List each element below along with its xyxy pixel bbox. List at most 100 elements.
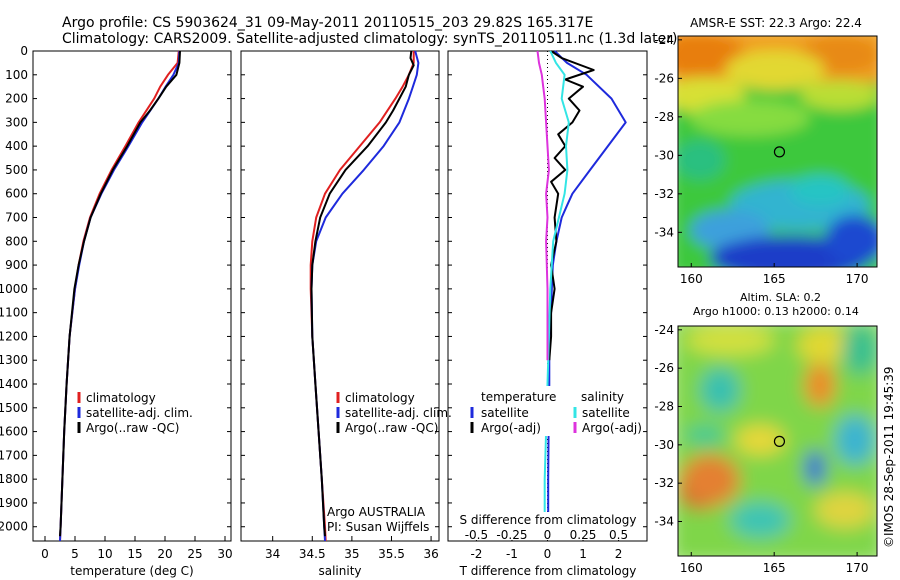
sst-map-tick-labels: 160 165 170 -24 -26 -28 -30 -32 -34 — [654, 33, 868, 286]
temperature-series — [59, 50, 181, 542]
x-tick-label: 34.5 — [299, 547, 326, 561]
x-tick-label: 20 — [157, 547, 172, 561]
series-line-argo-adj- — [548, 50, 595, 361]
y-tick-label: 1200 — [0, 329, 28, 343]
y-tick-label: 900 — [5, 258, 28, 272]
lat-tick-label: -30 — [654, 438, 674, 452]
s-tick-label: 0.25 — [570, 528, 597, 542]
argo-position-marker — [773, 435, 786, 447]
lat-tick-label: -34 — [654, 515, 674, 529]
sla-map-frame — [677, 325, 878, 557]
legend-label-climatology: climatology — [345, 391, 415, 405]
x-tick-label: -1 — [506, 547, 518, 561]
salinity-tick-labels: 34 34.5 35 35.5 36 — [265, 536, 439, 561]
lat-tick-label: -32 — [654, 187, 674, 201]
s-tick-label: -0.25 — [496, 528, 527, 542]
sla-map-tick-labels: 160 165 170 -24 -26 -28 -30 -32 -34 — [654, 323, 868, 575]
series-line-satellite-adj-clim- — [59, 50, 181, 542]
legend-title-salinity: salinity — [581, 390, 624, 404]
difference-legend: temperature satellite Argo(-adj) salinit… — [470, 386, 642, 436]
s-difference-tick-labels: -0.5 -0.25 0 0.25 0.5 — [465, 528, 628, 542]
s-tick-label: -0.5 — [465, 528, 488, 542]
header-line-1: Argo profile: CS 5903624_31 09-May-2011 … — [62, 15, 593, 31]
lat-tick-label: -26 — [654, 71, 674, 85]
y-tick-label: 700 — [5, 211, 28, 225]
y-tick-label: 1000 — [0, 282, 28, 296]
salinity-series — [309, 50, 420, 542]
s-difference-label-backdrop — [466, 512, 636, 540]
x-tick-label: 15 — [127, 547, 142, 561]
header-line-2: Climatology: CARS2009. Satellite-adjuste… — [62, 31, 677, 47]
y-tick-label: 1700 — [0, 448, 28, 462]
difference-series — [536, 50, 627, 537]
x-tick-label: 0 — [41, 547, 49, 561]
t-difference-axis-label: T difference from climatology — [459, 564, 637, 578]
sst-map-title: AMSR-E SST: 22.3 Argo: 22.4 — [690, 16, 862, 30]
y-tick-label: 1300 — [0, 353, 28, 367]
salinity-panel: 34 34.5 35 35.5 36 salinity climatology sate… — [240, 50, 452, 578]
argo-position-marker — [773, 146, 786, 158]
depth-tick-labels: 0 100 200 300 400 500 600 700 800 900 1000 1100 1200… — [0, 44, 647, 534]
series-line-satellite-adj-clim- — [310, 50, 420, 542]
y-tick-label: 1900 — [0, 496, 28, 510]
x-tick-label: 36 — [423, 547, 438, 561]
sla-map-subtitle: Argo h1000: 0.13 h2000: 0.14 — [693, 305, 859, 318]
sla-map-title: Altim. SLA: 0.2 — [740, 291, 821, 304]
lon-tick-label: 165 — [763, 561, 786, 575]
lon-tick-label: 170 — [846, 561, 869, 575]
salinity-axes-frame — [240, 50, 440, 542]
y-tick-label: 1600 — [0, 425, 28, 439]
lon-tick-label: 165 — [763, 272, 786, 286]
sla-heatmap — [678, 326, 877, 556]
lat-tick-label: -30 — [654, 148, 674, 162]
y-tick-label: 0 — [20, 44, 28, 58]
y-tick-label: 1400 — [0, 377, 28, 391]
lat-tick-label: -32 — [654, 476, 674, 490]
x-tick-label: 35.5 — [378, 547, 405, 561]
sla-map-panel: Altim. SLA: 0.2 Argo h1000: 0.13 h2000: … — [654, 291, 878, 575]
legend-label-argo: Argo(..raw -QC) — [345, 421, 438, 435]
y-tick-label: 500 — [5, 163, 28, 177]
y-tick-label: 1800 — [0, 472, 28, 486]
lon-tick-label: 160 — [680, 272, 703, 286]
y-tick-label: 400 — [5, 139, 28, 153]
x-tick-label: 10 — [97, 547, 112, 561]
series-line-satellite — [543, 50, 570, 537]
y-tick-label: 300 — [5, 115, 28, 129]
salinity-x-axis-label: salinity — [318, 564, 361, 578]
legend-label-climatology: climatology — [86, 391, 156, 405]
lat-tick-label: -28 — [654, 400, 674, 414]
imos-credit: ©IMOS 28-Sep-2011 19:45:39 — [882, 366, 896, 548]
legend-backdrop — [478, 386, 642, 436]
temperature-legend: climatology satellite-adj. clim. Argo(..… — [77, 391, 193, 435]
difference-panel: -2 -1 0 1 2 S difference from climatology -0… — [447, 50, 648, 578]
legend-label-satellite: satellite-adj. clim. — [345, 406, 452, 420]
series-line-satellite — [547, 50, 627, 537]
salinity-legend: climatology satellite-adj. clim. Argo(..… — [336, 391, 452, 435]
temperature-tick-labels: 0 5 10 15 20 25 30 — [41, 536, 233, 561]
lat-tick-label: -34 — [654, 225, 674, 239]
legend-label-t-satellite: satellite — [481, 406, 529, 420]
sst-map-panel: AMSR-E SST: 22.3 Argo: 22.4 160 165 170 -24… — [654, 16, 878, 286]
x-tick-label: 0 — [544, 547, 552, 561]
temperature-x-axis-label: temperature (deg C) — [70, 564, 193, 578]
y-tick-label: 1100 — [0, 306, 28, 320]
temperature-axes-frame — [32, 50, 232, 542]
x-tick-label: 30 — [217, 547, 232, 561]
lat-tick-label: -26 — [654, 361, 674, 375]
series-line-argo-adj- — [536, 50, 550, 361]
s-tick-label: 0.5 — [609, 528, 628, 542]
y-tick-label: 1500 — [0, 401, 28, 415]
lat-tick-label: -28 — [654, 110, 674, 124]
s-difference-axis-label: S difference from climatology — [460, 513, 637, 527]
legend-label-s-argo: Argo(-adj) — [582, 421, 642, 435]
series-line-climatology — [59, 50, 180, 542]
lon-tick-label: 160 — [680, 561, 703, 575]
legend-label-s-satellite: satellite — [582, 406, 630, 420]
legend-label-argo: Argo(..raw -QC) — [86, 421, 179, 435]
sst-map-frame — [677, 35, 878, 268]
lat-tick-label: -24 — [654, 323, 674, 337]
x-tick-label: 2 — [615, 547, 623, 561]
sst-heatmap — [678, 36, 877, 267]
